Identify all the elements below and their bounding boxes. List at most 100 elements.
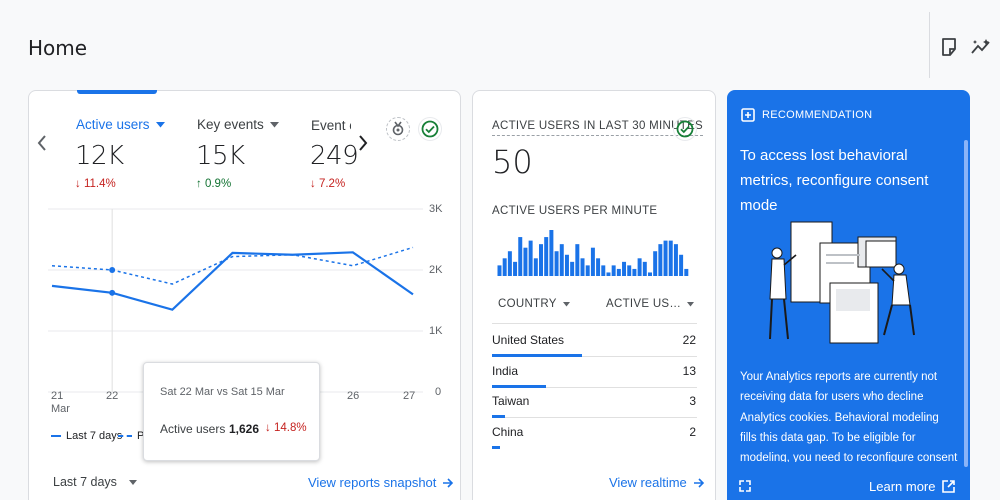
active-users-column-header[interactable]: ACTIVE US… (606, 298, 695, 310)
country-value: 22 (682, 333, 696, 347)
row-divider (492, 417, 697, 418)
country-column-header[interactable]: COUNTRY (498, 298, 570, 310)
metric-tab-active-users[interactable]: Active users (76, 117, 165, 132)
minute-bar (564, 254, 569, 276)
minute-bar (539, 244, 544, 276)
date-range-label: Last 7 days (53, 475, 117, 489)
metric-label: Event c (311, 118, 351, 133)
minute-bar (570, 261, 575, 276)
minute-bar (611, 265, 616, 276)
caret-down-icon (562, 301, 570, 306)
recommendation-heading: To access lost behavioral metrics, recon… (740, 147, 929, 214)
tooltip-title: Sat 22 Mar vs Sat 15 Mar (160, 386, 285, 398)
chart-tooltip: Sat 22 Mar vs Sat 15 Mar Active users 1,… (143, 362, 320, 461)
metric-tab-key-events[interactable]: Key events (197, 117, 279, 132)
active-tab-indicator (77, 90, 157, 94)
minute-bar (596, 258, 601, 276)
minute-bar (663, 240, 668, 276)
check-circle-icon[interactable] (673, 117, 697, 141)
minute-bar (684, 268, 689, 276)
country-share-bar (492, 415, 505, 418)
metric-value: 249 (310, 141, 359, 171)
open-in-new-icon (942, 480, 956, 493)
tooltip-change: ↓ 14.8% (265, 422, 307, 434)
minute-bar (647, 272, 652, 276)
recommendation-footer (727, 463, 970, 500)
y-tick-label: 3K (429, 203, 443, 215)
check-circle-icon[interactable] (418, 117, 442, 141)
minute-bar (513, 261, 518, 276)
country-name: United States (492, 333, 565, 347)
minute-bar (653, 251, 658, 276)
realtime-title[interactable]: ACTIVE USERS IN LAST 30 MINUTES (492, 120, 704, 136)
metric-tab-event-count[interactable]: Event c (311, 117, 351, 135)
minute-bar (559, 244, 564, 276)
minute-bar (502, 258, 507, 276)
expand-icon[interactable] (739, 479, 751, 497)
country-name: Taiwan (492, 394, 530, 408)
minute-bar (642, 261, 647, 276)
insights-icon[interactable] (970, 36, 992, 58)
row-divider (492, 356, 697, 357)
x-tick-month: Mar (51, 403, 70, 415)
chevron-right-icon[interactable] (357, 134, 369, 157)
minute-bar (533, 258, 538, 276)
scrollbar[interactable] (964, 140, 968, 467)
data-point (109, 289, 116, 296)
legend-current: Last 7 days (51, 430, 122, 442)
metric-change: ↓ 11.4% (75, 178, 116, 190)
country-share-bar (492, 354, 582, 357)
minute-bar (632, 268, 637, 276)
tooltip-metric: Active users (160, 422, 226, 436)
tooltip-value: 1,626 (229, 422, 260, 436)
arrow-right-icon (693, 477, 704, 488)
metric-value: 12K (75, 141, 124, 171)
metric-label: Active users (76, 117, 150, 132)
header-divider (929, 12, 930, 78)
country-name: China (492, 424, 524, 439)
legend-previous: P (118, 430, 144, 442)
add-box-icon (741, 108, 755, 127)
chevron-left-icon[interactable] (36, 134, 48, 157)
minute-bar (507, 251, 512, 276)
view-reports-snapshot-link[interactable]: View reports snapshot (308, 475, 454, 490)
y-tick-label: 2K (429, 264, 443, 276)
minute-bar (616, 268, 621, 276)
consent-illustration (769, 221, 915, 344)
table-divider (492, 323, 697, 324)
minute-bar (622, 261, 627, 276)
minute-bar (580, 258, 585, 276)
minute-bar (528, 240, 533, 276)
country-name: India (492, 363, 519, 378)
y-tick-label: 1K (429, 325, 443, 337)
recommendation-body: Your Analytics reports are currently not… (740, 371, 958, 462)
arrow-down-icon: ↓ (75, 178, 81, 190)
minute-bar (668, 240, 673, 276)
metric-value: 15K (196, 141, 245, 171)
arrow-down-icon: ↓ (265, 422, 271, 434)
learn-more-link[interactable]: Learn more (869, 479, 956, 494)
country-value: 3 (689, 394, 696, 408)
minute-bar (601, 265, 606, 276)
date-range-selector[interactable]: Last 7 days (53, 475, 137, 489)
active-users-line-chart (48, 208, 423, 393)
recommendation-label: RECOMMENDATION (762, 109, 873, 121)
data-point (109, 267, 116, 273)
minute-bar (575, 244, 580, 276)
view-realtime-link[interactable]: View realtime (609, 475, 705, 490)
minute-bar (497, 265, 502, 276)
insight-badge-icon[interactable] (386, 117, 410, 141)
minute-bar (554, 251, 559, 276)
minute-bar (673, 244, 678, 276)
minute-bar (590, 247, 595, 276)
caret-down-icon (155, 121, 165, 127)
minute-bar (585, 265, 590, 276)
minute-bar (549, 230, 554, 276)
legend-solid-swatch (51, 435, 61, 437)
minute-bar (606, 272, 611, 276)
minute-bar (544, 237, 549, 276)
minute-bar-chart (497, 230, 689, 276)
country-share-bar (492, 384, 546, 388)
x-tick-label: 22 (106, 390, 119, 402)
edit-note-icon[interactable] (938, 36, 960, 58)
